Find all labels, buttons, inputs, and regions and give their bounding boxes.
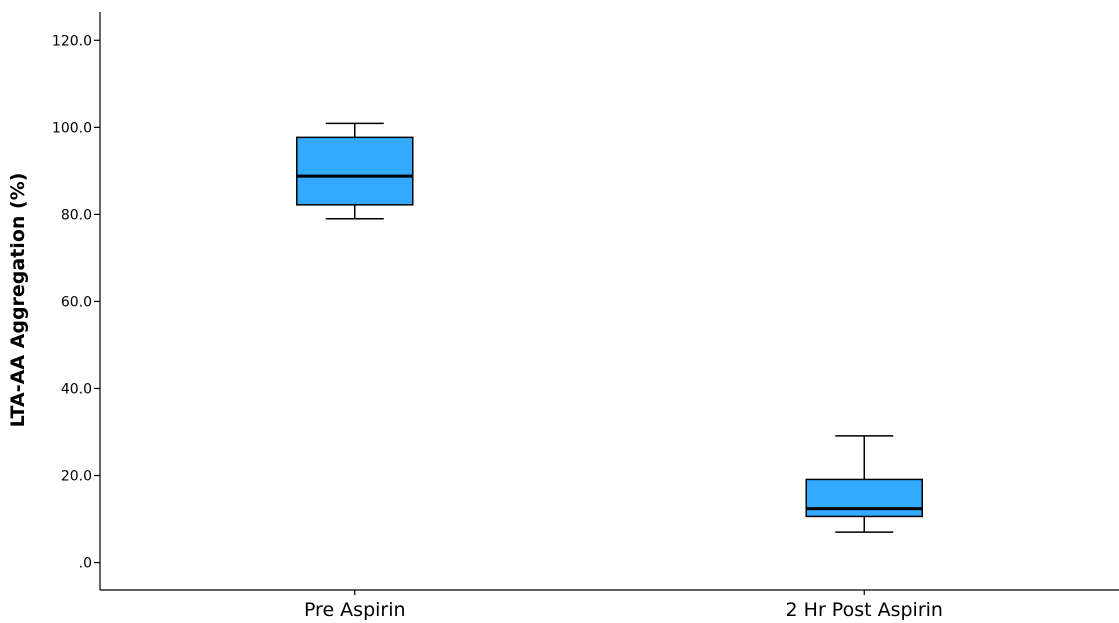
x-category-label: Pre Aspirin <box>304 599 406 621</box>
y-tick-label: 100.0 <box>52 120 92 136</box>
y-tick-label: 120.0 <box>52 33 92 49</box>
iqr-box <box>296 136 414 206</box>
boxes <box>296 122 923 533</box>
x-category-label: 2 Hr Post Aspirin <box>786 599 943 621</box>
x-category-labels: Pre Aspirin 2 Hr Post Aspirin <box>304 590 943 621</box>
box-group <box>296 122 414 220</box>
y-tick-label: 20.0 <box>61 469 92 485</box>
y-tick-label: 40.0 <box>61 381 92 397</box>
iqr-box <box>805 478 923 518</box>
y-tick-labels: .0 20.0 40.0 60.0 80.0 100.0 120.0 <box>52 33 100 572</box>
y-axis-title: LTA-AA Aggregation (%) <box>7 173 29 428</box>
y-tick-label: 60.0 <box>61 294 92 310</box>
box-group <box>805 435 923 533</box>
y-tick-label: 80.0 <box>61 207 92 223</box>
y-tick-label: .0 <box>79 556 92 572</box>
